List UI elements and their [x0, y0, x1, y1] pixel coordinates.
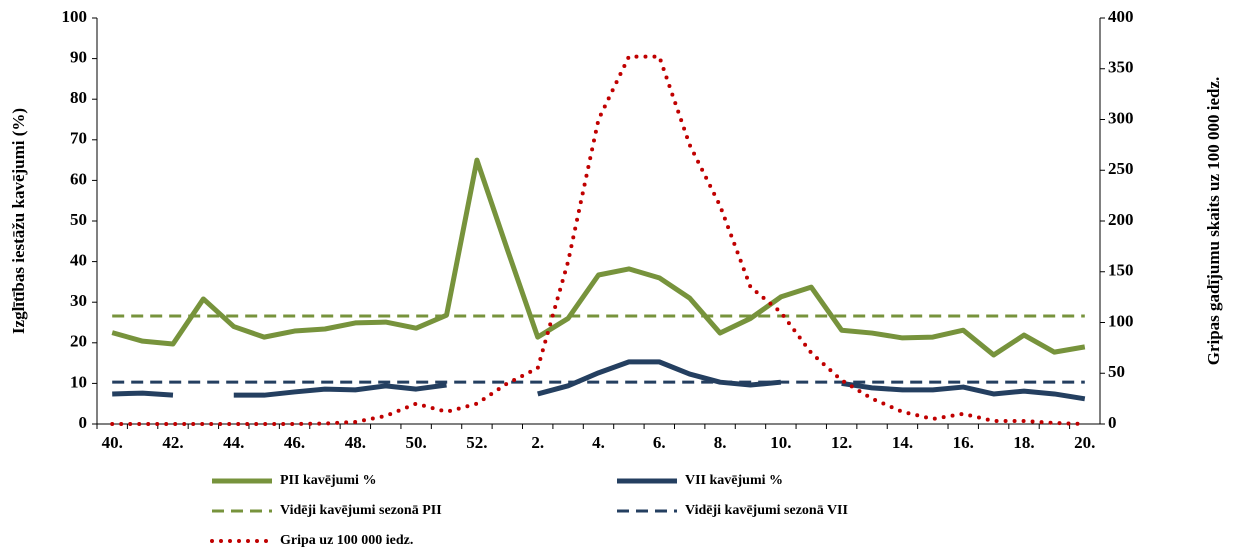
x-tick-label: 10. [770, 433, 791, 452]
y2-tick-label: 150 [1108, 261, 1134, 280]
x-tick-label: 44. [223, 433, 244, 452]
x-tick-label: 2. [531, 433, 544, 452]
y-tick-label: 60 [70, 169, 87, 188]
x-tick-label: 8. [714, 433, 727, 452]
x-tick-label: 46. [284, 433, 305, 452]
y-tick-label: 40 [70, 251, 87, 270]
y-tick-label: 70 [70, 129, 87, 148]
y2-tick-label: 400 [1108, 7, 1134, 26]
legend-label: Vidēji kavējumi sezonā PII [280, 503, 442, 518]
legend-label: Vidēji kavējumi sezonā VII [685, 503, 848, 518]
y-tick-label: 80 [70, 88, 87, 107]
x-tick-label: 40. [102, 433, 123, 452]
legend-label: VII kavējumi % [685, 473, 783, 488]
y2-tick-label: 0 [1108, 413, 1117, 432]
y-tick-label: 20 [70, 332, 87, 351]
series-line [110, 54, 1087, 426]
y-tick-label: 30 [70, 291, 87, 310]
x-tick-label: 20. [1074, 433, 1095, 452]
y-axis-title: Izglītības iestāžu kavējumi (%) [9, 108, 28, 334]
x-tick-label: 14. [892, 433, 913, 452]
legend-label: Gripa uz 100 000 iedz. [280, 533, 413, 548]
y2-tick-label: 250 [1108, 159, 1134, 178]
series-line [111, 157, 1086, 358]
x-tick-label: 16. [953, 433, 974, 452]
y2-tick-label: 100 [1108, 311, 1134, 330]
x-tick-label: 50. [406, 433, 427, 452]
x-tick-label: 6. [653, 433, 666, 452]
series-line [112, 359, 1086, 402]
y-tick-label: 100 [62, 7, 88, 26]
y-tick-label: 50 [70, 210, 87, 229]
x-tick-label: 52. [466, 433, 487, 452]
y-tick-label: 0 [79, 413, 88, 432]
y2-tick-label: 50 [1108, 362, 1125, 381]
y-tick-label: 90 [70, 48, 87, 67]
y2-tick-label: 300 [1108, 108, 1134, 127]
x-tick-label: 12. [831, 433, 852, 452]
x-tick-label: 42. [162, 433, 183, 452]
y-tick-label: 10 [70, 372, 87, 391]
x-tick-label: 18. [1013, 433, 1034, 452]
y2-tick-label: 200 [1108, 210, 1134, 229]
x-tick-label: 4. [592, 433, 605, 452]
y2-tick-label: 350 [1108, 58, 1134, 77]
legend-label: PII kavējumi % [280, 473, 376, 488]
y2-axis-title: Gripas gadījumu skaits uz 100 000 iedz. [1204, 77, 1223, 366]
x-tick-label: 48. [345, 433, 366, 452]
